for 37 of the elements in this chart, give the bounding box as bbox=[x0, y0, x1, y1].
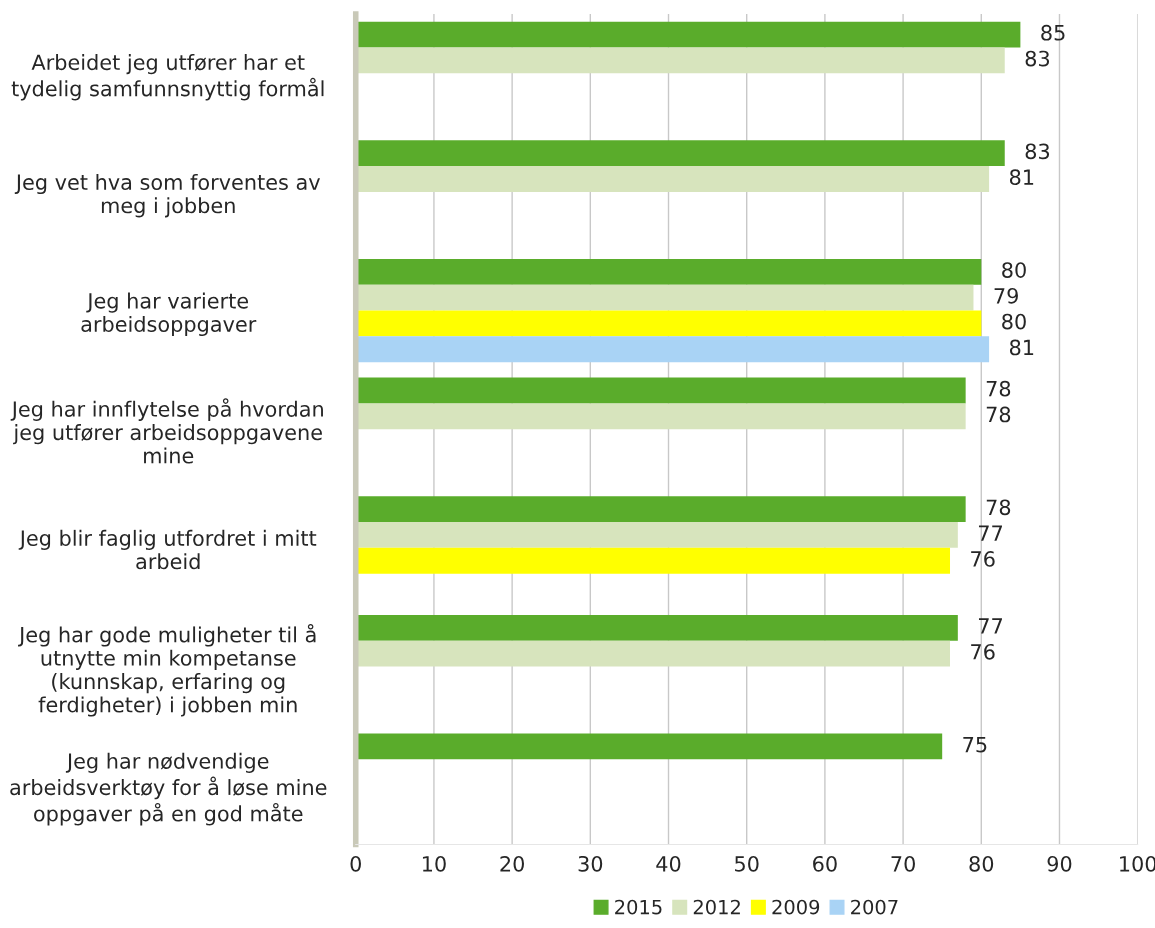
data-label: 78 bbox=[986, 499, 1011, 516]
y-tick-label: Jeg har nødvendige arbeidsverktøy for å løse mine oppgaver på en god måte bbox=[10, 752, 327, 826]
legend-label: 2009 bbox=[772, 899, 820, 915]
data-label: 83 bbox=[1025, 143, 1050, 160]
x-tick-label: 40 bbox=[656, 855, 681, 872]
data-label: 80 bbox=[1002, 262, 1026, 278]
x-tick-label: 50 bbox=[735, 855, 759, 872]
y-tick-label: Jeg blir faglig utfordret i mitt arbeid bbox=[18, 529, 317, 570]
x-tick-label: 0 bbox=[350, 855, 361, 872]
data-label: 76 bbox=[971, 643, 995, 660]
y-tick-label: Jeg har gode muligheter til å utnytte min kompetanse (kunnskap, erfaring og ferdigheter) i jobben min bbox=[18, 623, 316, 717]
data-label: 76 bbox=[971, 551, 995, 567]
y-tick-label: Arbeidet jeg utfører har et tydelig samfunnsnyttig formål bbox=[11, 54, 324, 101]
legend-label: 2015 bbox=[615, 899, 662, 915]
data-label: 77 bbox=[978, 525, 1002, 541]
y-tick-label: Jeg har varierte arbeidsoppgaver bbox=[81, 292, 257, 337]
x-tick-label: 80 bbox=[969, 855, 994, 872]
data-label: 83 bbox=[1025, 50, 1050, 67]
x-tick-label: 20 bbox=[500, 855, 524, 872]
data-label: 81 bbox=[1009, 169, 1034, 186]
x-tick-label: 30 bbox=[578, 855, 603, 872]
x-tick-label: 70 bbox=[891, 855, 915, 872]
data-label: 78 bbox=[986, 406, 1011, 423]
data-label: 75 bbox=[963, 737, 987, 753]
legend-label: 2012 bbox=[693, 899, 740, 915]
legend-label: 2007 bbox=[851, 899, 898, 915]
y-tick-label: Jeg vet hva som forventes av meg i jobben bbox=[14, 173, 320, 218]
x-tick-label: 60 bbox=[813, 855, 837, 872]
data-label: 85 bbox=[1041, 24, 1065, 41]
x-tick-label: 90 bbox=[1047, 855, 1072, 872]
y-tick-label: Jeg har innflytelse på hvordan jeg utfører arbeidsoppgavene mine bbox=[10, 398, 323, 464]
data-label: 81 bbox=[1009, 339, 1034, 356]
data-label: 80 bbox=[1002, 313, 1026, 330]
data-label: 78 bbox=[986, 380, 1011, 397]
data-label: 77 bbox=[978, 618, 1002, 634]
x-tick-label: 10 bbox=[422, 855, 446, 872]
data-label: 79 bbox=[994, 287, 1018, 304]
